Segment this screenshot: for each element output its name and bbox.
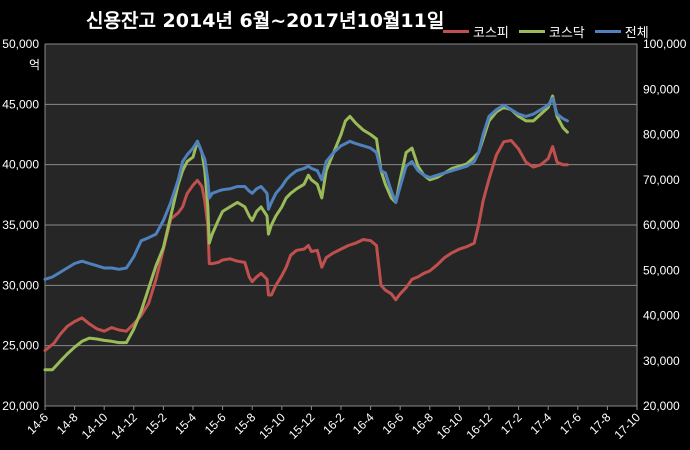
y-left-tick-label: 35,000 xyxy=(2,218,39,232)
series-line-2 xyxy=(43,96,569,281)
x-tick-label: 15-4 xyxy=(172,410,199,437)
chart-legend: 코스피 코스닥 전체 xyxy=(443,22,649,41)
left-axis-unit: 억 xyxy=(29,58,41,72)
y-right-tick-label: 40,000 xyxy=(643,309,680,323)
x-tick-label: 15-8 xyxy=(231,410,258,437)
series-line-0 xyxy=(43,139,569,352)
y-right-tick-label: 20,000 xyxy=(643,399,680,413)
legend-item-total: 전체 xyxy=(594,22,649,41)
chart-title: 신용잔고 2014년 6월~2017년10월11일 xyxy=(86,10,445,32)
y-left-tick-label: 40,000 xyxy=(2,158,39,172)
x-tick-label: 16-4 xyxy=(350,410,377,437)
legend-swatch-total xyxy=(594,30,621,33)
x-tick-label: 16-6 xyxy=(379,410,406,437)
y-right-tick-label: 70,000 xyxy=(643,173,680,187)
x-tick-label: 16-12 xyxy=(464,410,496,442)
y-left-tick-label: 50,000 xyxy=(2,37,39,51)
y-right-tick-label: 80,000 xyxy=(643,128,680,142)
legend-item-kosdaq: 코스닥 xyxy=(518,22,585,41)
legend-label-total: 전체 xyxy=(624,26,649,41)
legend-label-kosdaq: 코스닥 xyxy=(548,26,585,41)
x-tick-label: 14-12 xyxy=(108,410,140,442)
x-tick-label: 15-12 xyxy=(286,410,318,442)
x-tick-label: 17-10 xyxy=(612,410,644,442)
y-right-tick-label: 100,000 xyxy=(643,37,687,51)
x-tick-label: 15-6 xyxy=(202,410,229,437)
y-left-tick-label: 30,000 xyxy=(2,278,39,292)
y-right-tick-label: 60,000 xyxy=(643,218,680,232)
x-tick-label: 16-10 xyxy=(434,410,466,442)
y-left-tick-label: 45,000 xyxy=(2,97,39,111)
x-tick-label: 17-6 xyxy=(557,410,584,437)
legend-swatch-kospi xyxy=(443,30,469,33)
legend-item-kospi: 코스피 xyxy=(443,22,509,41)
x-tick-label: 16-8 xyxy=(409,410,436,437)
x-tick-label: 14-8 xyxy=(54,410,81,437)
y-left-tick-label: 20,000 xyxy=(2,399,39,413)
x-tick-label: 17-8 xyxy=(587,410,614,437)
y-right-tick-label: 90,000 xyxy=(643,82,680,96)
y-right-tick-label: 50,000 xyxy=(643,263,680,277)
legend-swatch-kosdaq xyxy=(518,30,545,33)
series-line-1 xyxy=(43,94,569,372)
y-left-tick-label: 25,000 xyxy=(2,339,39,353)
x-tick-label: 16-2 xyxy=(320,410,347,437)
x-tick-label: 17-2 xyxy=(498,410,525,437)
x-tick-label: 15-10 xyxy=(256,410,288,442)
x-tick-label: 17-4 xyxy=(527,410,554,437)
x-tick-label: 14-6 xyxy=(24,410,51,437)
x-tick-label: 15-2 xyxy=(143,410,170,437)
legend-label-kospi: 코스피 xyxy=(473,26,509,41)
x-tick-label: 14-10 xyxy=(79,410,111,442)
y-right-tick-label: 30,000 xyxy=(643,354,680,368)
